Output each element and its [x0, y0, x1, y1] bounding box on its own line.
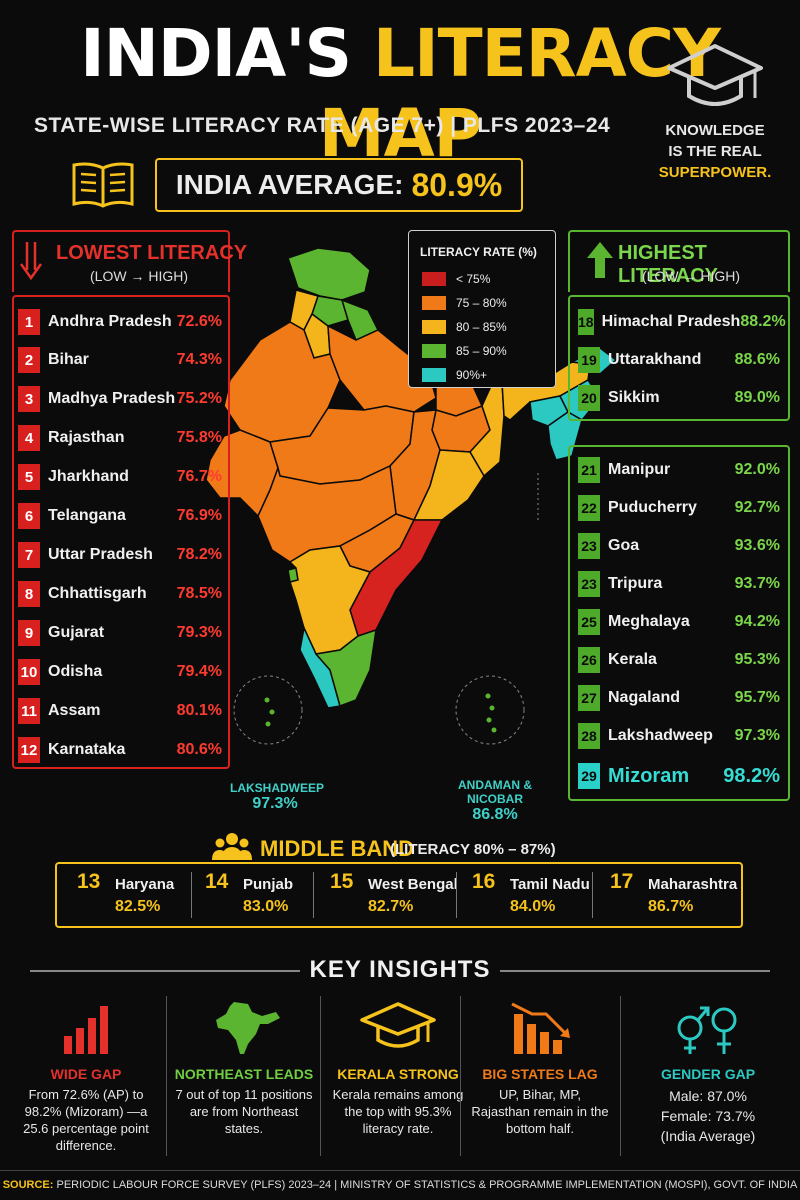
- people-group-icon: [212, 833, 252, 860]
- india-average-label: INDIA AVERAGE:: [175, 169, 404, 200]
- region-odisha: [412, 449, 485, 521]
- middle-item: 13 Haryana 82.5%: [77, 870, 175, 915]
- gender-icon: [677, 1006, 737, 1054]
- list-item: 2 Bihar 74.3%: [14, 341, 228, 379]
- highest-list-group1: 18 Himachal Pradesh 88.2% 19 Uttarakhand 88.…: [568, 295, 790, 421]
- middle-item: 15 West Bengal 82.7%: [330, 870, 458, 915]
- lakshadweep-callout: LAKSHADWEEP 97.3%: [230, 781, 325, 812]
- legend-item: 85 – 90%: [422, 340, 507, 362]
- list-item: 23 Goa 93.6%: [570, 527, 788, 565]
- highest-panel-header: [568, 230, 790, 292]
- legend-title: LITERACY RATE (%): [420, 245, 537, 259]
- highest-title: HIGHEST LITERACY: [618, 242, 718, 287]
- list-item: 3 Madhya Pradesh 75.2%: [14, 380, 228, 418]
- divider: [460, 996, 461, 1156]
- list-item: 19 Uttarakhand 88.6%: [570, 341, 788, 379]
- middle-band-box: [55, 862, 743, 928]
- divider: [500, 970, 770, 972]
- list-item: 9 Gujarat 79.3%: [14, 614, 228, 652]
- india-map-icon: [216, 1002, 280, 1054]
- up-arrow-icon: [587, 242, 613, 278]
- lowest-title: LOWEST LITERACY: [56, 242, 248, 264]
- graduation-cap-icon: [667, 44, 763, 106]
- india-average-box: INDIA AVERAGE: 80.9%: [155, 158, 523, 212]
- list-item: 8 Chhattisgarh 78.5%: [14, 575, 228, 613]
- list-item: 22 Puducherry 92.7%: [570, 489, 788, 527]
- middle-item: 17 Maharashtra 86.7%: [610, 870, 738, 915]
- divider: [456, 872, 457, 918]
- lowest-subtitle: (LOW → HIGH): [90, 268, 188, 284]
- legend-item: 80 – 85%: [422, 316, 507, 338]
- andaman-callout: ANDAMAN & NICOBAR 86.8%: [458, 778, 532, 823]
- divider: [313, 872, 314, 918]
- middle-item: 16 Tamil Nadu 84.0%: [472, 870, 590, 915]
- highest-subtitle: (LOW → HIGH): [642, 268, 740, 284]
- legend-item: < 75%: [422, 268, 490, 290]
- legend-item: 90%+: [422, 364, 487, 386]
- list-item: 10 Odisha 79.4%: [14, 653, 228, 691]
- list-item: 25 Meghalaya 94.2%: [570, 603, 788, 641]
- motto-highlight: SUPERPOWER.: [658, 164, 772, 181]
- list-item: 21 Manipur 92.0%: [570, 451, 788, 489]
- india-map: [205, 247, 618, 745]
- key-insights-title: KEY INSIGHTS: [309, 956, 491, 983]
- list-item: 11 Assam 80.1%: [14, 692, 228, 730]
- middle-band-subtitle: (LITERACY 80% – 87%): [390, 841, 556, 858]
- list-item: 12 Karnataka 80.6%: [14, 731, 228, 769]
- divider: [620, 996, 621, 1156]
- declining-chart-icon: [511, 1002, 570, 1054]
- legend-swatch: [422, 344, 446, 358]
- list-item-top: 29 Mizoram 98.2%: [570, 757, 788, 795]
- legend-swatch: [422, 272, 446, 286]
- divider: [30, 970, 300, 972]
- legend-swatch: [422, 320, 446, 334]
- footer-label: SOURCE:: [2, 1179, 54, 1191]
- title-part1: INDIA'S: [80, 15, 352, 92]
- legend-item: 75 – 80%: [422, 292, 507, 314]
- list-item: 23 Tripura 93.7%: [570, 565, 788, 603]
- divider: [166, 996, 167, 1156]
- india-average-value: 80.9%: [411, 166, 503, 203]
- graduation-cap-icon: [360, 1002, 436, 1048]
- lakshadweep-inset: [233, 675, 303, 745]
- lowest-panel-header: [12, 230, 230, 292]
- bar-chart-icon: [64, 1006, 108, 1054]
- list-item: 28 Lakshadweep 97.3%: [570, 717, 788, 755]
- middle-item: 14 Punjab 83.0%: [205, 870, 294, 915]
- footer-text: PERIODIC LABOUR FORCE SURVEY (PLFS) 2023…: [56, 1179, 798, 1191]
- list-item: 20 Sikkim 89.0%: [570, 379, 788, 417]
- motto-line1: KNOWLEDGE: [665, 122, 765, 139]
- list-item: 6 Telangana 76.9%: [14, 497, 228, 535]
- region-jammu-kashmir: [287, 247, 371, 301]
- page-title: INDIA'S LITERACY MAP: [0, 14, 800, 174]
- page-subtitle: STATE-WISE LITERACY RATE (AGE 7+) | PLFS…: [34, 114, 611, 137]
- divider: [191, 872, 192, 918]
- divider: [592, 872, 593, 918]
- list-item: 18 Himachal Pradesh 88.2%: [570, 303, 788, 341]
- legend-swatch: [422, 368, 446, 382]
- list-item: 7 Uttar Pradesh 78.2%: [14, 536, 228, 574]
- list-item: 27 Nagaland 95.7%: [570, 679, 788, 717]
- divider: [320, 996, 321, 1156]
- list-item: 5 Jharkhand 76.7%: [14, 458, 228, 496]
- motto-line2: IS THE REAL: [668, 143, 762, 160]
- title-part2: LITERACY MAP: [318, 15, 721, 172]
- highest-list-group2: 21 Manipur 92.0% 22 Puducherry 92.7% 23 Goa 93…: [568, 445, 790, 801]
- motto: KNOWLEDGE IS THE REAL SUPERPOWER.: [640, 120, 790, 183]
- footer: SOURCE: PERIODIC LABOUR FORCE SURVEY (PL…: [0, 1170, 800, 1200]
- down-arrow-icon: [19, 242, 43, 280]
- gender-gap-body: Male: 87.0% Female: 73.7% (India Average…: [660, 1088, 756, 1144]
- list-item: 26 Kerala 95.3%: [570, 641, 788, 679]
- middle-band-title: MIDDLE BAND: [260, 836, 414, 861]
- andaman-inset: [455, 675, 525, 745]
- lowest-list: 1 Andhra Pradesh 72.6% 2 Bihar 74.3% 3 Madhya…: [12, 295, 230, 769]
- region-tamil-nadu: [314, 628, 377, 707]
- legend-swatch: [422, 296, 446, 310]
- list-item: 1 Andhra Pradesh 72.6%: [14, 303, 228, 341]
- list-item: 4 Rajasthan 75.8%: [14, 419, 228, 457]
- book-icon: [72, 162, 134, 208]
